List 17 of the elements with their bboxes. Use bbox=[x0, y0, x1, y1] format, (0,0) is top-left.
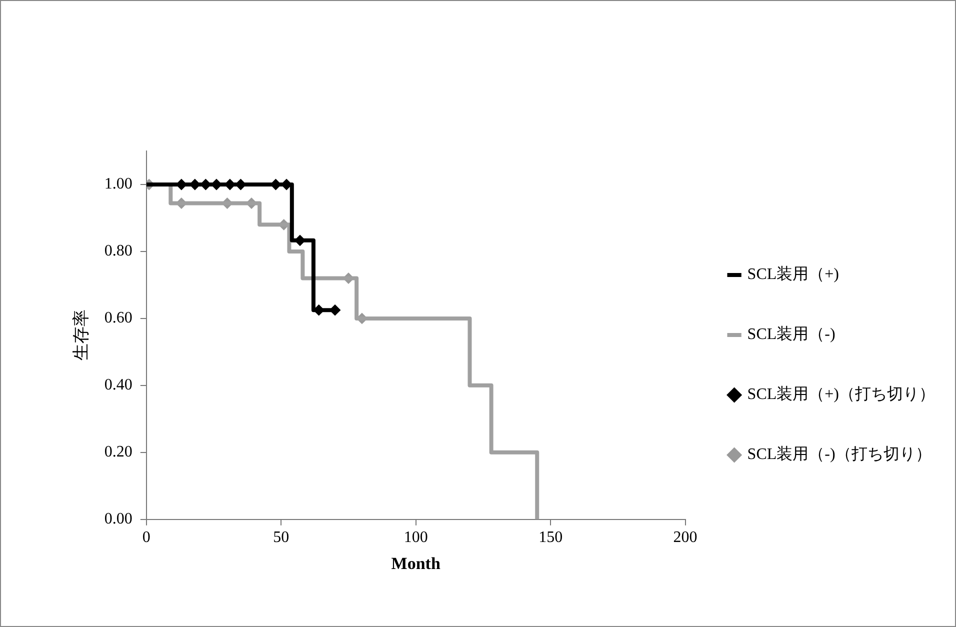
x-tick-label: 200 bbox=[673, 529, 698, 546]
legend-label: SCL装用（-)（打ち切り） bbox=[747, 445, 932, 464]
x-tick-label: 0 bbox=[142, 529, 150, 546]
legend-label: SCL装用（+)（打ち切り） bbox=[747, 385, 936, 404]
y-tick-label: 1.00 bbox=[104, 176, 132, 193]
y-tick-label: 0.60 bbox=[104, 310, 132, 327]
x-tick-label: 150 bbox=[538, 529, 563, 546]
legend-label: SCL装用（+) bbox=[747, 265, 840, 284]
x-axis-title: Month bbox=[391, 554, 441, 574]
y-tick-label: 0.40 bbox=[104, 376, 132, 394]
y-axis-title: 生存率 bbox=[72, 310, 91, 361]
x-tick-label: 50 bbox=[273, 529, 290, 546]
y-tick-label: 0.20 bbox=[104, 444, 132, 461]
y-tick-label: 0.80 bbox=[104, 242, 132, 260]
x-tick-label: 100 bbox=[404, 529, 428, 546]
legend-label: SCL装用（-) bbox=[747, 325, 836, 344]
y-tick-label: 0.00 bbox=[104, 510, 132, 528]
